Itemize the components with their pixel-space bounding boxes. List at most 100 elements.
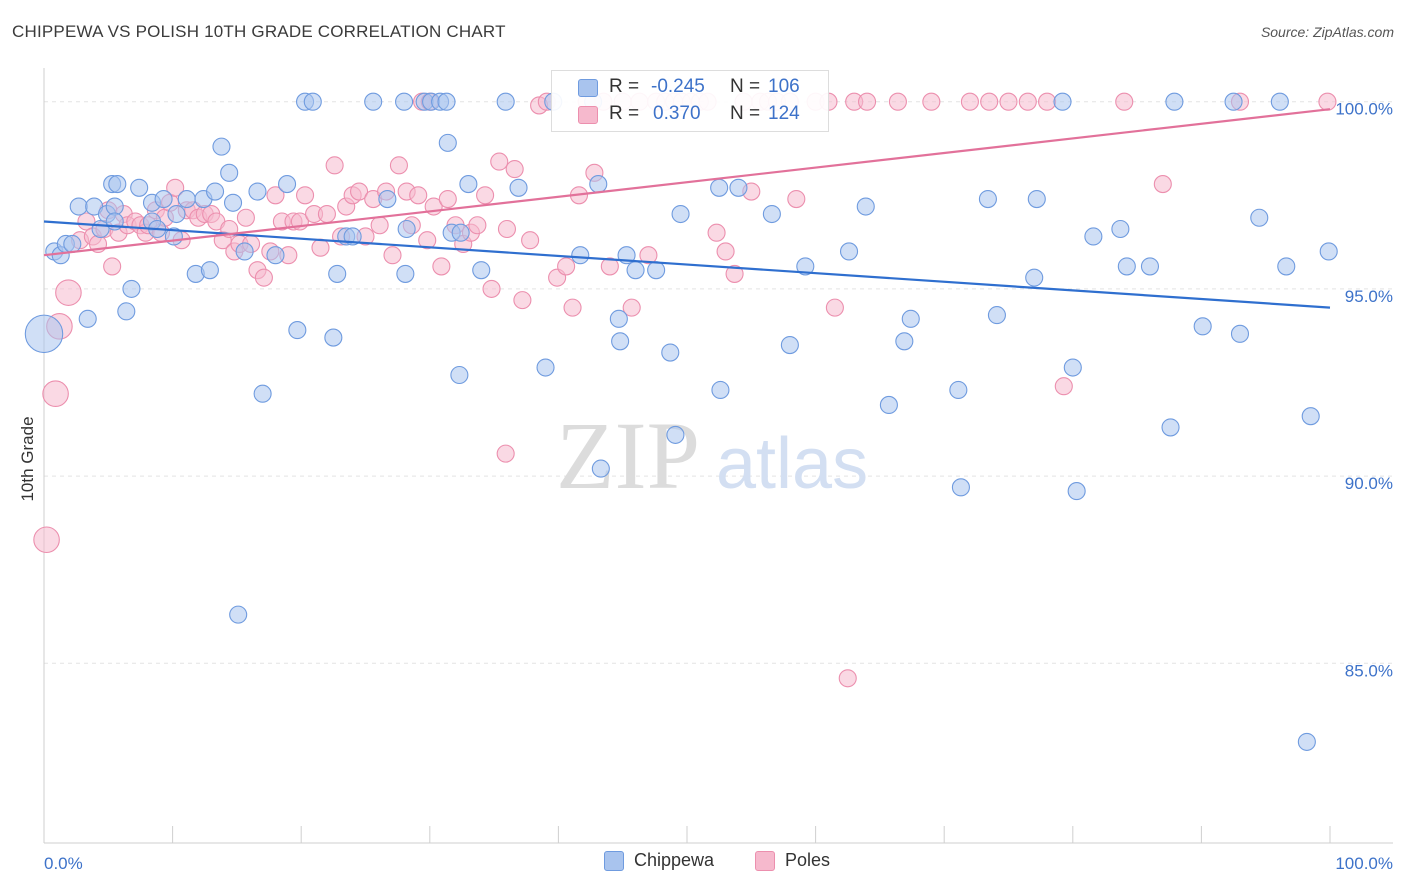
chippewa-point xyxy=(248,182,267,201)
poles-point xyxy=(438,189,457,209)
chippewa-point xyxy=(343,227,362,246)
chippewa-point xyxy=(666,425,685,444)
chippewa-point xyxy=(1027,189,1046,209)
tick-labels: 85.0% 90.0% 95.0% 100.0% 0.0% 100.0% xyxy=(44,100,1393,873)
poles-point xyxy=(476,186,495,205)
poles-point xyxy=(383,246,402,265)
chippewa-point xyxy=(951,478,970,497)
chippewa-point xyxy=(589,175,608,194)
chippewa-point xyxy=(796,257,815,276)
poles-point xyxy=(513,291,532,310)
chippewa-point xyxy=(130,178,149,197)
chippewa-point xyxy=(459,175,478,194)
chippewa-point xyxy=(1297,732,1316,751)
chippewa-point xyxy=(1193,317,1212,336)
poles-point xyxy=(432,257,451,276)
watermark: ZIP atlas xyxy=(556,402,868,509)
chippewa-point xyxy=(200,261,219,280)
chippewa-r-value: -0.245 xyxy=(651,76,705,97)
chippewa-point xyxy=(108,175,127,194)
chippewa-point xyxy=(609,309,628,328)
stats-row-poles: R = 0.370 N = 124 xyxy=(552,101,828,129)
poles-point xyxy=(1018,92,1037,111)
chippewa-point xyxy=(509,178,528,197)
chippewa-point xyxy=(303,92,322,111)
poles-point xyxy=(787,189,806,209)
poles-point xyxy=(468,216,487,235)
chippewa-point xyxy=(364,92,383,111)
chippewa-point xyxy=(1319,242,1338,261)
poles-point xyxy=(254,268,273,287)
source-label: Source: ZipAtlas.com xyxy=(1260,24,1394,40)
chippewa-point xyxy=(895,332,914,351)
chippewa-point xyxy=(122,279,141,298)
chippewa-point xyxy=(780,336,799,355)
chippewa-point xyxy=(154,189,173,209)
watermark-atlas: atlas xyxy=(716,424,868,504)
chippewa-point xyxy=(1230,324,1250,343)
x-tick-label: 100.0% xyxy=(1335,854,1393,873)
chippewa-point xyxy=(879,395,898,415)
poles-point xyxy=(999,92,1018,111)
chippewa-point xyxy=(611,332,630,351)
stats-legend: R = -0.245 N = 106 R = 0.370 N = 124 xyxy=(551,70,829,132)
chippewa-point xyxy=(397,219,416,239)
y-axis-title: 10th Grade xyxy=(18,416,37,501)
y-tick-label: 90.0% xyxy=(1345,474,1393,493)
chippewa-point xyxy=(978,189,997,209)
chart-title: CHIPPEWA VS POLISH 10TH GRADE CORRELATIO… xyxy=(12,22,506,41)
axis-layer xyxy=(43,68,1393,844)
chippewa-point xyxy=(378,189,397,209)
poles-point xyxy=(496,444,515,463)
poles-point xyxy=(296,186,315,205)
chippewa-point xyxy=(626,261,645,280)
poles-point xyxy=(922,92,941,111)
chippewa-point xyxy=(223,193,243,212)
poles-point xyxy=(389,156,408,175)
chippewa-point xyxy=(901,309,920,328)
poles-point xyxy=(857,92,877,111)
poles-point xyxy=(888,92,907,111)
poles-point xyxy=(1054,377,1073,396)
poles-point xyxy=(166,178,185,197)
chippewa-point xyxy=(496,92,515,111)
chippewa-point xyxy=(472,261,491,280)
poles-point xyxy=(236,208,255,227)
r-label: R = xyxy=(609,103,640,124)
poles-point xyxy=(716,242,735,261)
legend-item-poles[interactable]: Poles xyxy=(755,850,830,871)
chippewa-point xyxy=(1053,92,1072,111)
poles-point xyxy=(622,298,641,317)
chippewa-point xyxy=(1063,358,1082,377)
poles-point xyxy=(960,92,979,111)
legend-label-poles: Poles xyxy=(785,850,831,870)
chippewa-point xyxy=(63,234,82,254)
poles-point xyxy=(409,186,428,205)
legend-label-chippewa: Chippewa xyxy=(634,850,715,870)
chippewa-point xyxy=(395,92,414,111)
poles-point xyxy=(33,526,60,554)
trend-lines xyxy=(43,108,1331,309)
chippewa-point xyxy=(235,242,254,261)
chippewa-point xyxy=(661,343,680,362)
poles-point xyxy=(42,380,69,408)
poles-point xyxy=(1318,92,1337,111)
chippewa-point xyxy=(987,306,1006,325)
chippewa-point xyxy=(117,302,136,321)
chippewa-point xyxy=(1067,482,1086,501)
chippewa-point xyxy=(278,175,297,194)
chippewa-point xyxy=(949,380,968,400)
poles-point xyxy=(55,279,82,306)
chippewa-point xyxy=(438,133,457,152)
legend-item-chippewa[interactable]: Chippewa xyxy=(604,850,714,871)
chippewa-point xyxy=(167,204,186,224)
chippewa-point xyxy=(1117,257,1136,276)
chippewa-point xyxy=(266,246,285,265)
chippewa-point xyxy=(177,189,196,209)
poles-point xyxy=(482,279,501,298)
poles-legend-swatch xyxy=(755,850,775,871)
chippewa-point xyxy=(1270,92,1289,111)
chippewa-point xyxy=(1301,407,1320,426)
chippewa-point xyxy=(1140,257,1160,276)
